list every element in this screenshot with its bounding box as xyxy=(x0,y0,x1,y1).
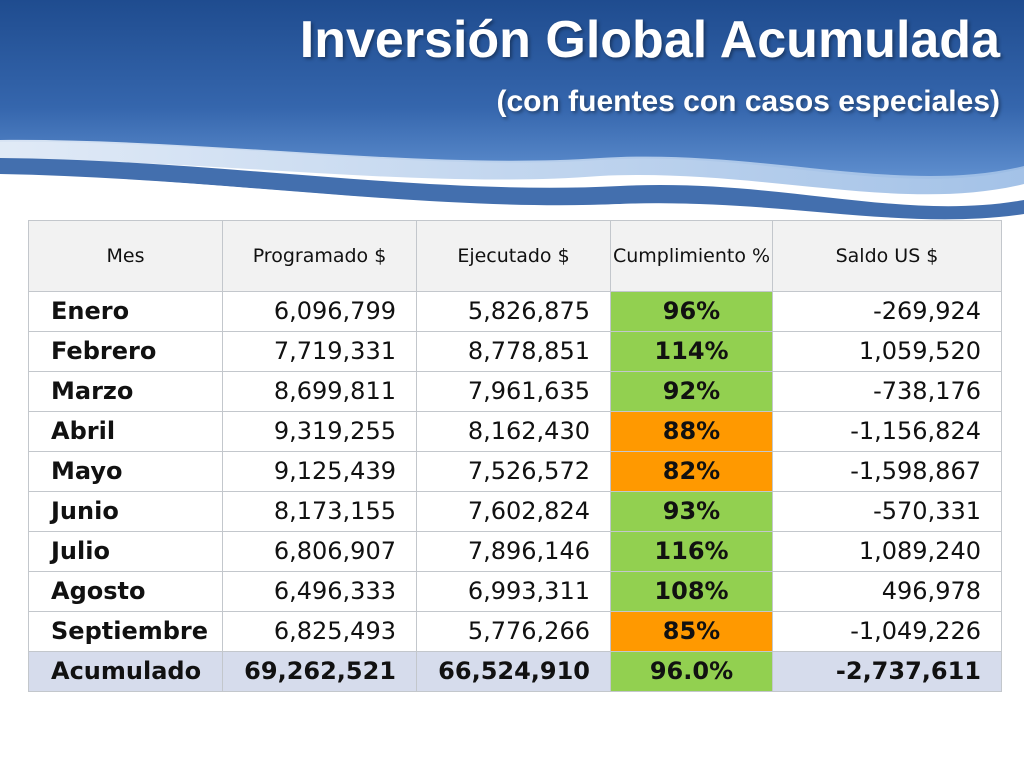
table-row: Enero 6,096,799 5,826,875 96% -269,924 xyxy=(28,291,1002,332)
table-row: Marzo 8,699,811 7,961,635 92% -738,176 xyxy=(28,371,1002,412)
header-programado: Programado $ xyxy=(222,220,417,292)
month-cell: Agosto xyxy=(28,571,223,612)
saldo-cell: 1,089,240 xyxy=(772,531,1002,572)
ejecutado-cell: 7,961,635 xyxy=(416,371,611,412)
ejecutado-cell: 5,826,875 xyxy=(416,291,611,332)
programado-cell: 6,806,907 xyxy=(222,531,417,572)
cumplimiento-cell: 85% xyxy=(610,611,773,652)
cumplimiento-cell: 108% xyxy=(610,571,773,612)
cumplimiento-cell: 96% xyxy=(610,291,773,332)
programado-cell: 8,699,811 xyxy=(222,371,417,412)
table-row: Mayo 9,125,439 7,526,572 82% -1,598,867 xyxy=(28,451,1002,492)
month-cell: Enero xyxy=(28,291,223,332)
saldo-cell: 1,059,520 xyxy=(772,331,1002,372)
cumplimiento-cell: 88% xyxy=(610,411,773,452)
programado-cell: 7,719,331 xyxy=(222,331,417,372)
month-cell: Abril xyxy=(28,411,223,452)
saldo-cell: -570,331 xyxy=(772,491,1002,532)
programado-cell: 9,319,255 xyxy=(222,411,417,452)
header-ejecutado: Ejecutado $ xyxy=(416,220,611,292)
table-row: Junio 8,173,155 7,602,824 93% -570,331 xyxy=(28,491,1002,532)
ejecutado-cell: 7,602,824 xyxy=(416,491,611,532)
table-header-row: Mes Programado $ Ejecutado $ Cumplimient… xyxy=(28,220,1002,292)
programado-cell: 6,496,333 xyxy=(222,571,417,612)
month-cell: Junio xyxy=(28,491,223,532)
total-programado: 69,262,521 xyxy=(222,651,417,692)
header-cumplimiento: Cumplimiento % xyxy=(610,220,773,292)
cumplimiento-cell: 93% xyxy=(610,491,773,532)
ejecutado-cell: 7,526,572 xyxy=(416,451,611,492)
banner-waves xyxy=(0,0,1024,230)
ejecutado-cell: 5,776,266 xyxy=(416,611,611,652)
saldo-cell: 496,978 xyxy=(772,571,1002,612)
cumplimiento-cell: 82% xyxy=(610,451,773,492)
cumplimiento-cell: 116% xyxy=(610,531,773,572)
month-cell: Marzo xyxy=(28,371,223,412)
programado-cell: 6,825,493 xyxy=(222,611,417,652)
saldo-cell: -1,156,824 xyxy=(772,411,1002,452)
saldo-cell: -738,176 xyxy=(772,371,1002,412)
ejecutado-cell: 6,993,311 xyxy=(416,571,611,612)
month-cell: Septiembre xyxy=(28,611,223,652)
table-row-total: Acumulado 69,262,521 66,524,910 96.0% -2… xyxy=(28,651,1002,692)
table-row: Febrero 7,719,331 8,778,851 114% 1,059,520 xyxy=(28,331,1002,372)
month-cell: Julio xyxy=(28,531,223,572)
programado-cell: 8,173,155 xyxy=(222,491,417,532)
ejecutado-cell: 8,778,851 xyxy=(416,331,611,372)
month-cell: Mayo xyxy=(28,451,223,492)
table-row: Agosto 6,496,333 6,993,311 108% 496,978 xyxy=(28,571,1002,612)
page-subtitle: (con fuentes con casos especiales) xyxy=(496,85,1000,118)
month-cell: Febrero xyxy=(28,331,223,372)
table-row: Abril 9,319,255 8,162,430 88% -1,156,824 xyxy=(28,411,1002,452)
table-row: Julio 6,806,907 7,896,146 116% 1,089,240 xyxy=(28,531,1002,572)
header-banner xyxy=(0,0,1024,230)
total-cumplimiento: 96.0% xyxy=(610,651,773,692)
cumplimiento-cell: 114% xyxy=(610,331,773,372)
total-saldo: -2,737,611 xyxy=(772,651,1002,692)
programado-cell: 6,096,799 xyxy=(222,291,417,332)
table-row: Septiembre 6,825,493 5,776,266 85% -1,049,22… xyxy=(28,611,1002,652)
cumplimiento-cell: 92% xyxy=(610,371,773,412)
total-ejecutado: 66,524,910 xyxy=(416,651,611,692)
investment-table: Mes Programado $ Ejecutado $ Cumplimient… xyxy=(28,220,1002,692)
total-mes: Acumulado xyxy=(28,651,223,692)
table-body: Enero 6,096,799 5,826,875 96% -269,924 Febrer… xyxy=(28,291,1002,692)
header-saldo: Saldo US $ xyxy=(772,220,1002,292)
saldo-cell: -269,924 xyxy=(772,291,1002,332)
saldo-cell: -1,598,867 xyxy=(772,451,1002,492)
programado-cell: 9,125,439 xyxy=(222,451,417,492)
ejecutado-cell: 8,162,430 xyxy=(416,411,611,452)
header-mes: Mes xyxy=(28,220,223,292)
page-title: Inversión Global Acumulada xyxy=(299,11,1000,69)
saldo-cell: -1,049,226 xyxy=(772,611,1002,652)
ejecutado-cell: 7,896,146 xyxy=(416,531,611,572)
